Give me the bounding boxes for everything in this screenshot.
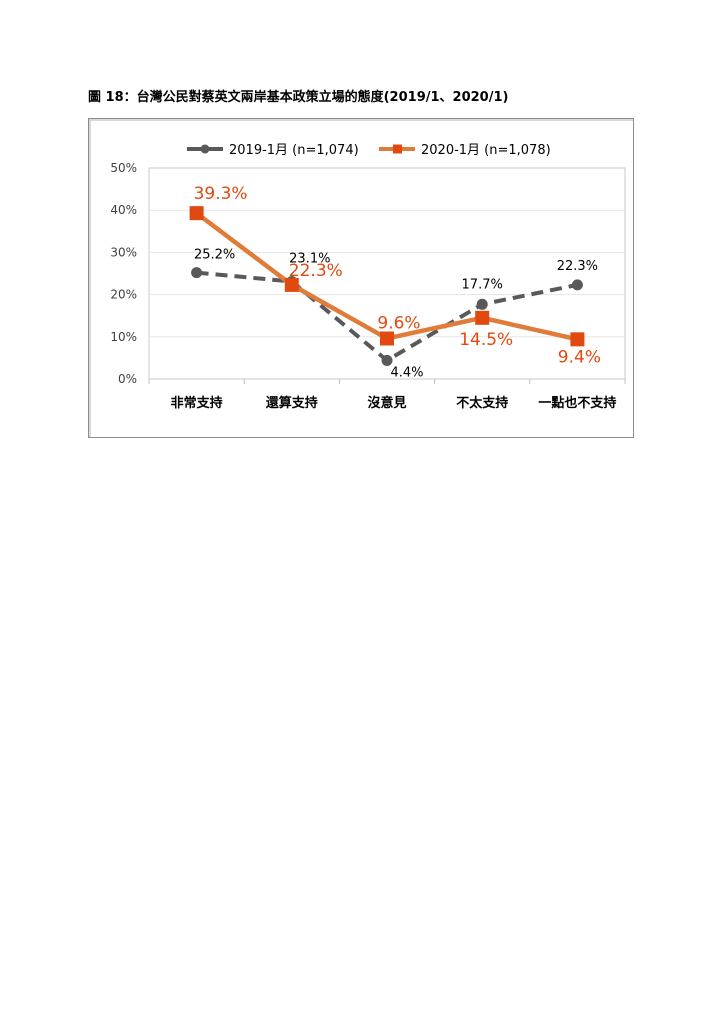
data-label-2019: 25.2%: [194, 248, 235, 263]
data-point-2019: [191, 267, 203, 279]
data-label-2020: 9.6%: [377, 313, 420, 333]
x-tick-label: 還算支持: [266, 395, 318, 411]
y-tick-label: 30%: [110, 245, 137, 259]
chart-frame: 0% 10% 20% 30% 40% 50% 非常支持 還算支持 沒意見 不太支持 一點也不支持 20…: [88, 118, 634, 438]
data-point-2019: [571, 279, 583, 291]
x-tick-label: 沒意見: [367, 395, 406, 411]
legend-marker-2020: [393, 144, 402, 154]
x-tick-label: 不太支持: [456, 395, 508, 411]
data-point-2019: [476, 298, 488, 310]
data-label-2019: 22.3%: [557, 259, 598, 274]
plot-area: [148, 167, 626, 380]
data-label-2020: 22.3%: [289, 261, 343, 281]
x-tick-label: 一點也不支持: [538, 395, 616, 411]
legend-label-2020: 2020-1月 (n=1,078): [421, 143, 551, 158]
data-point-2020: [380, 331, 394, 346]
y-tick-label: 10%: [110, 330, 137, 344]
data-label-2020: 14.5%: [459, 330, 513, 350]
y-tick-label: 0%: [118, 372, 137, 386]
legend-marker-2019: [200, 144, 210, 154]
data-point-2020: [284, 277, 299, 292]
data-point-2020: [570, 332, 585, 347]
data-point-2019: [381, 354, 393, 366]
data-label-2020: 39.3%: [194, 184, 248, 204]
y-tick-label: 50%: [110, 161, 137, 175]
data-label-2019: 4.4%: [390, 365, 423, 380]
y-tick-label: 40%: [110, 203, 137, 217]
figure-title: 圖 18：台灣公民對蔡英文兩岸基本政策立場的態度(2019/1、2020/1): [88, 90, 509, 105]
data-point-2020: [475, 310, 490, 325]
data-label-2020: 9.4%: [558, 347, 601, 367]
data-point-2020: [189, 206, 204, 221]
data-label-2019: 23.1%: [289, 252, 330, 267]
y-tick-label: 20%: [110, 288, 137, 302]
data-label-2019: 17.7%: [462, 277, 503, 292]
legend-label-2019: 2019-1月 (n=1,074): [229, 143, 359, 158]
line-chart: 0% 10% 20% 30% 40% 50% 非常支持 還算支持 沒意見 不太支持 一點也不支持 20…: [110, 143, 626, 411]
x-tick-label: 非常支持: [171, 395, 223, 411]
